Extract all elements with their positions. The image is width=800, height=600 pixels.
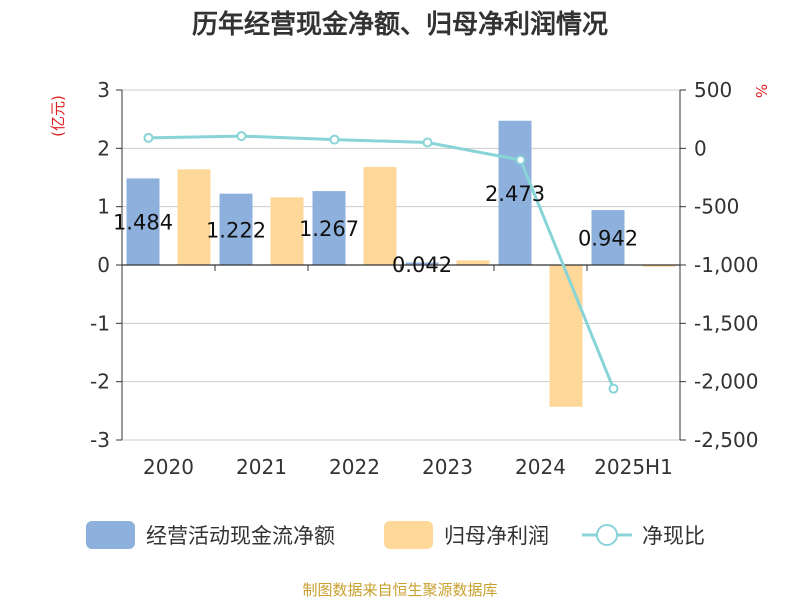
right-axis-unit: % [752, 84, 770, 98]
right-tick-label: -1,000 [694, 253, 758, 277]
bar-cashflow [219, 193, 253, 265]
data-label: 1.267 [299, 217, 359, 241]
legend-label: 经营活动现金流净额 [146, 524, 335, 548]
x-tick-label: 2024 [515, 455, 566, 479]
ratio-point [329, 134, 340, 145]
x-tick-label: 2021 [236, 455, 287, 479]
bar-netprofit [363, 167, 397, 265]
legend-swatch [86, 521, 135, 549]
legend-marker [596, 524, 618, 546]
bar-netprofit [177, 169, 211, 265]
legend-label: 净现比 [642, 524, 705, 548]
axes: 3 500 2 0 1 -500 0 -1,000 -1 -1,500 -2 -2,000 -3 -2,5… [90, 78, 758, 479]
left-tick-label: -1 [90, 311, 110, 335]
right-tick-label: 0 [694, 136, 707, 160]
right-tick-label: -2,000 [694, 370, 758, 394]
x-tick-label: 2025H1 [594, 455, 673, 479]
x-tick-label: 2022 [329, 455, 380, 479]
bar-netprofit [270, 197, 304, 265]
ratio-line-path [148, 134, 615, 390]
ratio-point [608, 383, 619, 394]
left-tick-label: 2 [97, 136, 110, 160]
right-tick-label: -500 [694, 195, 739, 219]
ratio-line [143, 131, 619, 394]
bar-cashflow [405, 262, 439, 265]
data-label: 0.942 [578, 227, 638, 251]
data-labels: 1.484 1.222 1.267 0.042 2.473 0.942 [113, 182, 638, 277]
bar-netprofit [456, 260, 490, 265]
data-label: 0.042 [392, 253, 452, 277]
left-tick-label: -3 [90, 428, 110, 452]
ratio-point [143, 132, 154, 143]
left-axis-unit: (亿元) [49, 95, 67, 137]
bar-cashflow [126, 178, 160, 265]
x-tick-label: 2023 [422, 455, 473, 479]
bar-netprofit [549, 265, 583, 407]
left-tick-label: -2 [90, 370, 110, 394]
data-label: 1.222 [206, 218, 266, 242]
right-tick-label: -2,500 [694, 428, 758, 452]
left-tick-label: 0 [97, 253, 110, 277]
bar-cashflow [312, 191, 346, 265]
right-tick-label: -1,500 [694, 311, 758, 335]
legend-swatch [384, 521, 433, 549]
left-tick-label: 3 [97, 78, 110, 102]
left-tick-label: 1 [97, 195, 110, 219]
legend-label: 归母净利润 [444, 524, 549, 548]
source-note: 制图数据来自恒生聚源数据库 [302, 581, 497, 599]
bars [126, 120, 676, 407]
x-tick-label: 2020 [143, 455, 194, 479]
bar-cashflow [498, 120, 532, 265]
ratio-point [236, 131, 247, 142]
right-tick-label: 500 [694, 78, 732, 102]
bar-cashflow [591, 210, 625, 265]
bar-netprofit [642, 265, 676, 267]
ratio-point [515, 155, 526, 165]
legend: 经营活动现金流净额 归母净利润 净现比 [86, 521, 705, 549]
data-label: 1.484 [113, 211, 173, 235]
data-label: 2.473 [485, 182, 545, 206]
chart-title: 历年经营现金净额、归母净利润情况 [192, 9, 608, 40]
ratio-point [422, 137, 433, 148]
